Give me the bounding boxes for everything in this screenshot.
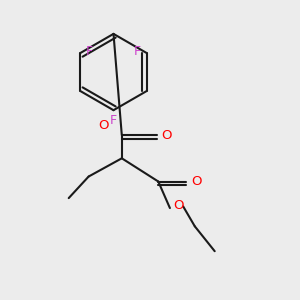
Text: O: O [98,118,109,132]
Text: O: O [191,175,202,188]
Text: F: F [110,114,117,127]
Text: O: O [173,199,184,212]
Text: F: F [86,45,93,58]
Text: O: O [161,129,172,142]
Text: F: F [134,45,141,58]
